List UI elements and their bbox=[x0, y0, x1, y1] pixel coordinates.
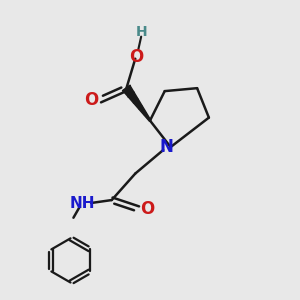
Text: O: O bbox=[140, 200, 154, 218]
Text: O: O bbox=[84, 91, 98, 109]
Text: O: O bbox=[130, 48, 144, 66]
Polygon shape bbox=[123, 85, 151, 121]
Text: H: H bbox=[135, 25, 147, 39]
Text: NH: NH bbox=[70, 196, 95, 211]
Text: N: N bbox=[159, 138, 173, 156]
